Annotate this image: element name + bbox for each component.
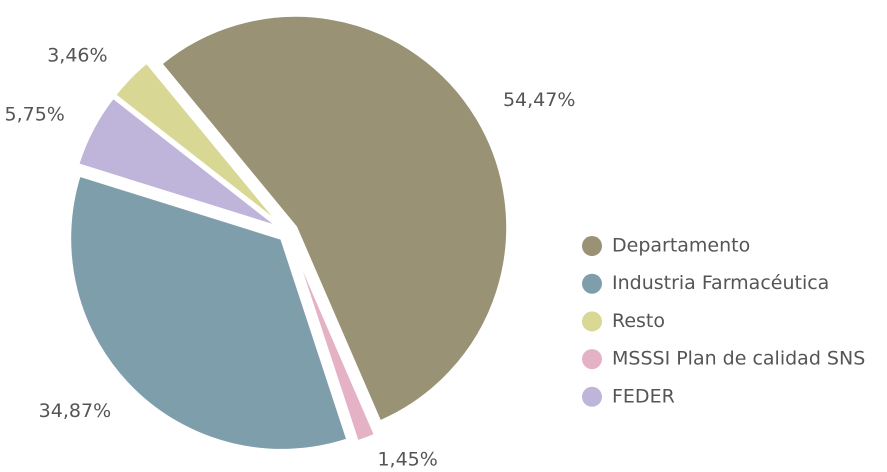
legend-swatch — [582, 236, 602, 256]
legend-label: FEDER — [612, 385, 675, 407]
legend-swatch — [582, 386, 602, 407]
legend-swatch — [582, 311, 602, 332]
legend-label: MSSSI Plan de calidad SNS — [612, 348, 865, 370]
legend-swatch — [582, 349, 602, 370]
pie-slice — [112, 60, 283, 227]
data-label: 54,47% — [503, 89, 575, 111]
pie-slice — [289, 239, 378, 444]
pie-slice — [158, 13, 510, 424]
pie-slice — [75, 95, 281, 230]
pie-slice — [68, 173, 350, 452]
data-label: 1,45% — [377, 449, 437, 471]
legend-label: Industria Farmacéutica — [612, 272, 829, 294]
legend-label: Departamento — [612, 235, 750, 257]
data-label: 5,75% — [5, 103, 65, 125]
legend-swatch — [582, 273, 602, 294]
data-label: 3,46% — [47, 45, 107, 67]
legend-label: Resto — [612, 310, 665, 332]
data-label: 34,87% — [39, 400, 111, 422]
